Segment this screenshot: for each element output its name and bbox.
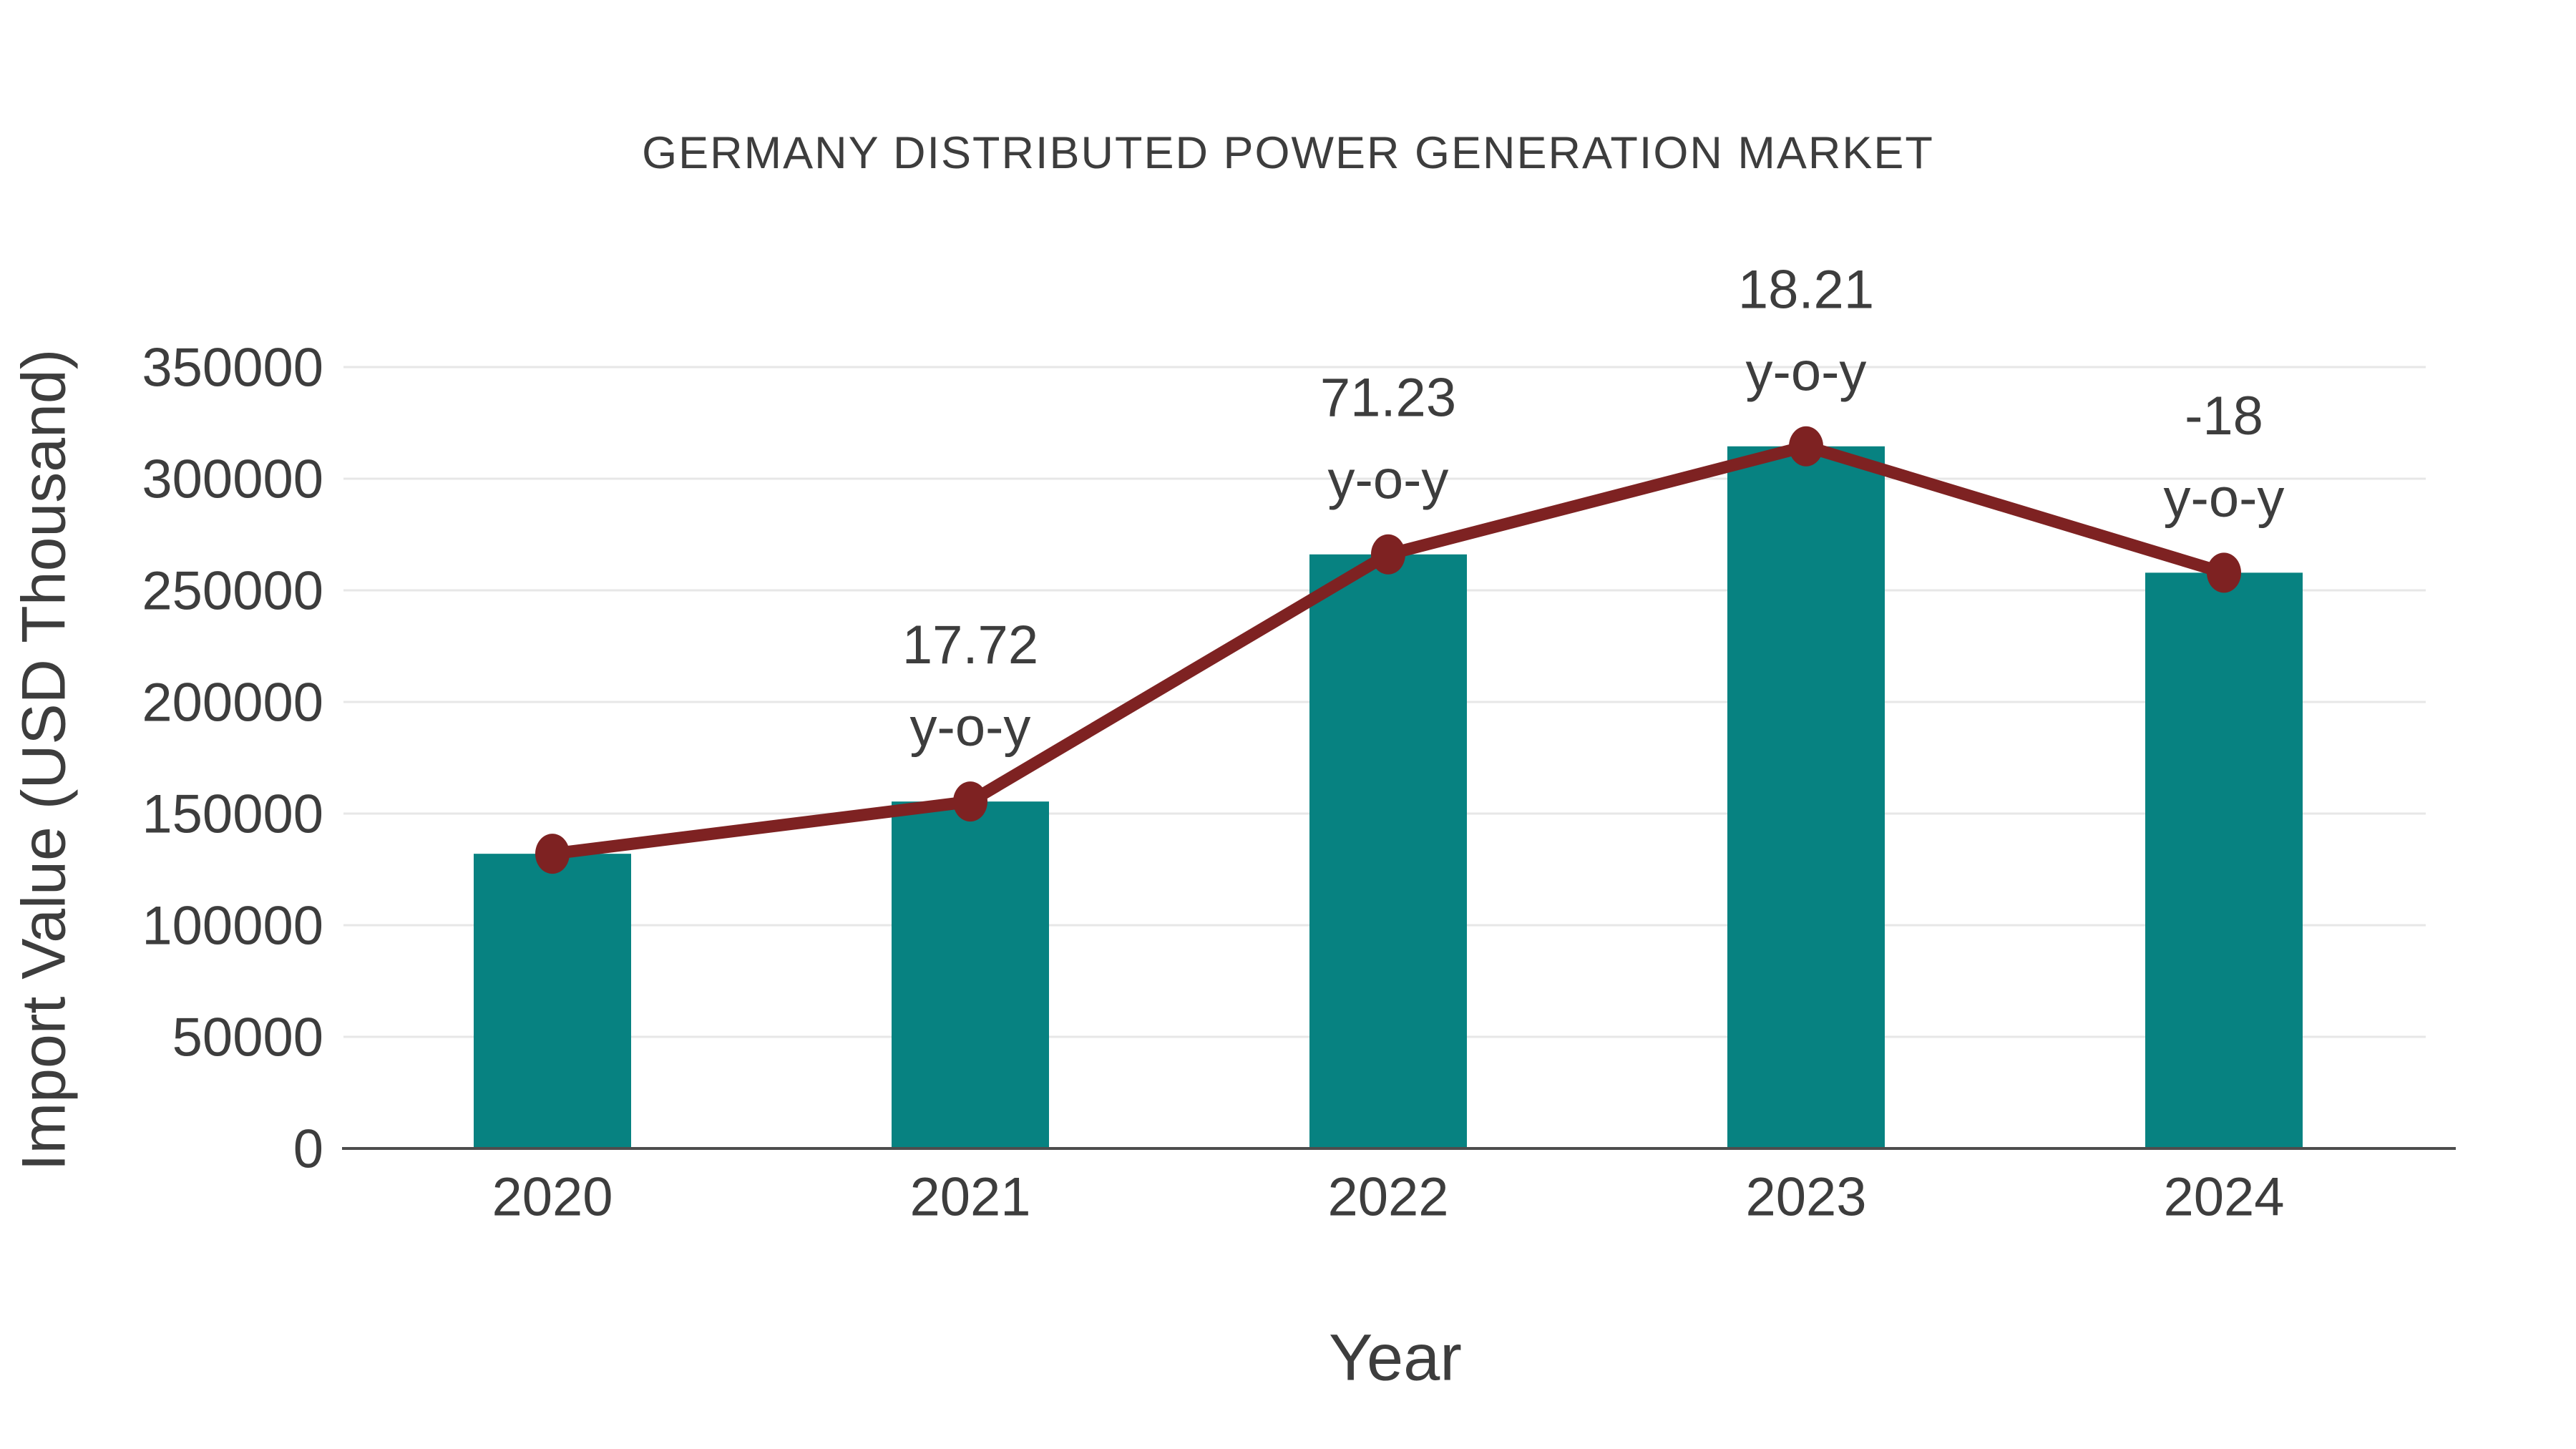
x-tick-label-2024: 2024 <box>2163 1167 2284 1228</box>
y-tick-label: 350000 <box>142 338 323 399</box>
trend-marker-2023 <box>1789 426 1823 467</box>
annotation-value-2021: 17.72 <box>902 615 1038 675</box>
y-tick-label: 150000 <box>142 784 323 845</box>
annotation-value-2022: 71.23 <box>1320 367 1456 428</box>
bar-2021 <box>892 801 1049 1148</box>
annotation-unit-2022: y-o-y <box>1328 449 1449 510</box>
trend-marker-2020 <box>535 834 570 874</box>
x-tick-label-2021: 2021 <box>909 1167 1030 1228</box>
bar-2022 <box>1309 554 1467 1148</box>
x-tick-label-2022: 2022 <box>1327 1167 1448 1228</box>
x-tick-label-2020: 2020 <box>492 1167 613 1228</box>
y-tick-label: 300000 <box>142 449 323 510</box>
bar-2020 <box>474 854 631 1148</box>
trend-marker-2022 <box>1371 534 1405 575</box>
trend-marker-2024 <box>2207 552 2241 593</box>
bar-2024 <box>2145 572 2303 1148</box>
trend-marker-2021 <box>953 781 987 822</box>
y-tick-label: 100000 <box>142 896 323 957</box>
bar-2023 <box>1727 446 1885 1148</box>
annotation-unit-2023: y-o-y <box>1746 341 1867 402</box>
y-tick-label: 250000 <box>142 561 323 622</box>
chart-title: GERMANY DISTRIBUTED POWER GENERATION MAR… <box>642 128 1934 178</box>
x-tick-label-2023: 2023 <box>1745 1167 1866 1228</box>
x-axis-title: Year <box>1329 1321 1462 1395</box>
annotation-unit-2024: y-o-y <box>2164 468 2285 529</box>
annotation-value-2024: -18 <box>2185 386 2263 447</box>
annotation-unit-2021: y-o-y <box>910 697 1031 758</box>
y-tick-label: 200000 <box>142 673 323 733</box>
annotation-value-2023: 18.21 <box>1738 259 1874 320</box>
y-tick-label: 0 <box>293 1119 323 1180</box>
y-tick-label: 50000 <box>172 1008 323 1068</box>
